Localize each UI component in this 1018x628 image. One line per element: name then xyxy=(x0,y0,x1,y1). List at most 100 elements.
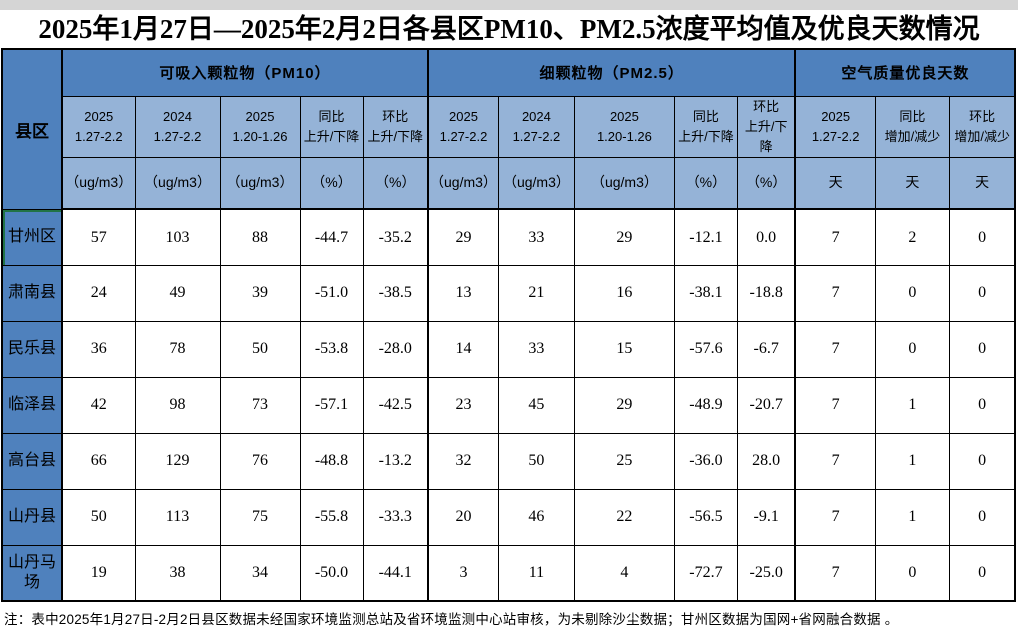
table-cell[interactable]: -55.8 xyxy=(299,488,364,546)
table-cell[interactable]: 1 xyxy=(874,376,950,434)
table-cell[interactable]: 50 xyxy=(61,488,136,546)
table-cell[interactable]: -48.8 xyxy=(299,432,364,490)
table-cell[interactable]: -57.1 xyxy=(299,376,364,434)
period-header-cell[interactable]: 环比 上升/下降 xyxy=(736,95,796,158)
table-cell[interactable]: -18.8 xyxy=(736,264,796,322)
unit-header-cell[interactable]: （%） xyxy=(673,156,738,211)
table-cell[interactable]: 0 xyxy=(948,208,1016,266)
table-cell[interactable]: 57 xyxy=(61,208,136,266)
table-cell[interactable]: 45 xyxy=(497,376,575,434)
section-header-pm25[interactable]: 细颗粒物（PM2.5） xyxy=(426,48,796,97)
table-cell[interactable]: 0 xyxy=(948,432,1016,490)
table-cell[interactable]: 15 xyxy=(573,320,675,378)
table-cell[interactable]: 0 xyxy=(874,544,950,602)
table-cell[interactable]: 66 xyxy=(61,432,136,490)
table-cell[interactable]: 2 xyxy=(874,208,950,266)
table-cell[interactable]: 7 xyxy=(794,264,876,322)
table-cell[interactable]: 1 xyxy=(874,432,950,490)
table-cell[interactable]: 129 xyxy=(134,432,221,490)
table-cell[interactable]: 21 xyxy=(497,264,575,322)
table-cell[interactable]: 0.0 xyxy=(736,208,796,266)
table-cell[interactable]: -20.7 xyxy=(736,376,796,434)
table-cell[interactable]: -50.0 xyxy=(299,544,364,602)
table-cell[interactable]: -56.5 xyxy=(673,488,738,546)
period-header-cell[interactable]: 环比 增加/减少 xyxy=(948,95,1016,158)
unit-header-cell[interactable]: 天 xyxy=(948,156,1016,211)
period-header-cell[interactable]: 2025 1.27-2.2 xyxy=(426,95,499,158)
table-cell[interactable]: 19 xyxy=(61,544,136,602)
table-cell[interactable]: 20 xyxy=(426,488,499,546)
table-cell[interactable]: 29 xyxy=(573,208,675,266)
table-cell[interactable]: 38 xyxy=(134,544,221,602)
table-cell[interactable]: 36 xyxy=(61,320,136,378)
table-cell[interactable]: 76 xyxy=(219,432,301,490)
table-cell[interactable]: 32 xyxy=(426,432,499,490)
unit-header-cell[interactable]: （%） xyxy=(736,156,796,211)
table-cell[interactable]: -36.0 xyxy=(673,432,738,490)
table-cell[interactable]: 7 xyxy=(794,488,876,546)
table-cell[interactable]: 103 xyxy=(134,208,221,266)
table-cell[interactable]: -35.2 xyxy=(362,208,429,266)
table-cell[interactable]: 16 xyxy=(573,264,675,322)
unit-header-cell[interactable]: （%） xyxy=(362,156,429,211)
table-cell[interactable]: -72.7 xyxy=(673,544,738,602)
table-cell[interactable]: 75 xyxy=(219,488,301,546)
table-cell[interactable]: -12.1 xyxy=(673,208,738,266)
section-header-gooddays[interactable]: 空气质量优良天数 xyxy=(794,48,1016,97)
table-cell[interactable]: 7 xyxy=(794,432,876,490)
table-cell[interactable]: -44.1 xyxy=(362,544,429,602)
table-cell[interactable]: -51.0 xyxy=(299,264,364,322)
table-cell[interactable]: 88 xyxy=(219,208,301,266)
period-header-cell[interactable]: 2024 1.27-2.2 xyxy=(134,95,221,158)
table-cell[interactable]: -38.1 xyxy=(673,264,738,322)
unit-header-cell[interactable]: 天 xyxy=(794,156,876,211)
section-header-pm10[interactable]: 可吸入颗粒物（PM10） xyxy=(61,48,429,97)
table-cell[interactable]: 13 xyxy=(426,264,499,322)
table-cell[interactable]: -13.2 xyxy=(362,432,429,490)
row-header-cell[interactable]: 高台县 xyxy=(1,432,63,490)
table-cell[interactable]: -25.0 xyxy=(736,544,796,602)
unit-header-cell[interactable]: （ug/m3） xyxy=(497,156,575,211)
table-cell[interactable]: 46 xyxy=(497,488,575,546)
table-cell[interactable]: 11 xyxy=(497,544,575,602)
row-header-cell[interactable]: 民乐县 xyxy=(1,320,63,378)
table-cell[interactable]: 0 xyxy=(948,488,1016,546)
table-cell[interactable]: -6.7 xyxy=(736,320,796,378)
table-cell[interactable]: 7 xyxy=(794,544,876,602)
table-cell[interactable]: 0 xyxy=(874,264,950,322)
table-cell[interactable]: -33.3 xyxy=(362,488,429,546)
period-header-cell[interactable]: 2025 1.20-1.26 xyxy=(219,95,301,158)
table-cell[interactable]: 50 xyxy=(219,320,301,378)
period-header-cell[interactable]: 2025 1.27-2.2 xyxy=(61,95,136,158)
table-cell[interactable]: 7 xyxy=(794,376,876,434)
table-cell[interactable]: 0 xyxy=(948,264,1016,322)
table-cell[interactable]: 0 xyxy=(874,320,950,378)
table-cell[interactable]: 42 xyxy=(61,376,136,434)
unit-header-cell[interactable]: （ug/m3） xyxy=(219,156,301,211)
table-cell[interactable]: 98 xyxy=(134,376,221,434)
period-header-cell[interactable]: 环比 上升/下降 xyxy=(362,95,429,158)
table-cell[interactable]: -57.6 xyxy=(673,320,738,378)
unit-header-cell[interactable]: （%） xyxy=(299,156,364,211)
period-header-cell[interactable]: 同比 上升/下降 xyxy=(673,95,738,158)
row-header-cell[interactable]: 甘州区 xyxy=(1,208,63,266)
table-cell[interactable]: -28.0 xyxy=(362,320,429,378)
table-cell[interactable]: 0 xyxy=(948,376,1016,434)
unit-header-cell[interactable]: （ug/m3） xyxy=(134,156,221,211)
table-cell[interactable]: -53.8 xyxy=(299,320,364,378)
table-cell[interactable]: 39 xyxy=(219,264,301,322)
row-header-cell[interactable]: 临泽县 xyxy=(1,376,63,434)
table-cell[interactable]: 33 xyxy=(497,320,575,378)
table-cell[interactable]: 0 xyxy=(948,320,1016,378)
table-cell[interactable]: 78 xyxy=(134,320,221,378)
table-cell[interactable]: 73 xyxy=(219,376,301,434)
period-header-cell[interactable]: 2025 1.20-1.26 xyxy=(573,95,675,158)
row-header-cell[interactable]: 山丹马场 xyxy=(1,544,63,602)
table-cell[interactable]: 25 xyxy=(573,432,675,490)
table-cell[interactable]: -44.7 xyxy=(299,208,364,266)
table-cell[interactable]: 1 xyxy=(874,488,950,546)
unit-header-cell[interactable]: 天 xyxy=(874,156,950,211)
corner-header-cell[interactable]: 县区 xyxy=(1,48,63,210)
table-cell[interactable]: -38.5 xyxy=(362,264,429,322)
table-cell[interactable]: 29 xyxy=(426,208,499,266)
